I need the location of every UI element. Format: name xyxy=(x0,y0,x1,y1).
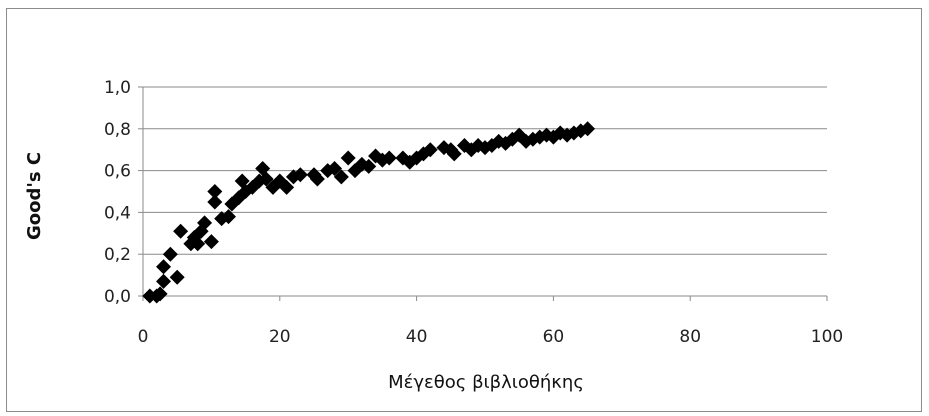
data-point xyxy=(279,179,295,195)
data-point xyxy=(152,286,168,302)
y-tick-label: 0,8 xyxy=(104,120,131,140)
data-point xyxy=(207,184,223,199)
data-point xyxy=(333,169,349,185)
x-tick-label: 20 xyxy=(269,327,291,347)
data-point xyxy=(446,146,462,162)
x-tick-label: 0 xyxy=(138,327,149,347)
data-point xyxy=(173,223,189,239)
tick-labels: 0,0 0,2 0,4 0,6 0,8 1,0 0 20 40 60 80 100 xyxy=(104,78,843,347)
data-point xyxy=(292,167,308,183)
data-point xyxy=(498,135,514,151)
data-point xyxy=(566,125,582,141)
x-tick-label: 60 xyxy=(543,327,565,347)
data-point xyxy=(327,161,343,177)
data-point xyxy=(258,171,274,187)
y-tick-label: 0,0 xyxy=(104,287,131,307)
data-point xyxy=(197,215,213,231)
data-point xyxy=(156,273,172,289)
data-point xyxy=(580,121,596,137)
x-tick-label: 100 xyxy=(811,327,843,347)
data-point xyxy=(309,171,325,187)
x-axis-title: Μέγεθος βιβλιοθήκης xyxy=(388,372,584,393)
data-point xyxy=(162,246,178,262)
y-tick-label: 0,4 xyxy=(104,203,131,223)
data-point xyxy=(422,142,438,158)
data-point xyxy=(381,150,397,166)
y-axis-title: Good's C xyxy=(24,152,45,240)
data-points xyxy=(142,121,596,304)
data-point xyxy=(221,209,236,225)
chart-frame xyxy=(6,8,922,412)
y-tick-label: 0,6 xyxy=(104,162,131,182)
data-point xyxy=(207,194,223,210)
data-point xyxy=(169,269,185,285)
y-tick-label: 0,2 xyxy=(104,245,131,265)
data-point xyxy=(340,150,356,166)
axes xyxy=(138,86,828,301)
data-point xyxy=(203,234,219,250)
gridlines xyxy=(143,86,827,255)
y-tick-label: 1,0 xyxy=(104,78,131,98)
data-point xyxy=(361,158,377,174)
x-tick-label: 80 xyxy=(679,327,701,347)
x-tick-label: 40 xyxy=(406,327,428,347)
data-point xyxy=(156,259,172,275)
data-point xyxy=(190,236,206,252)
